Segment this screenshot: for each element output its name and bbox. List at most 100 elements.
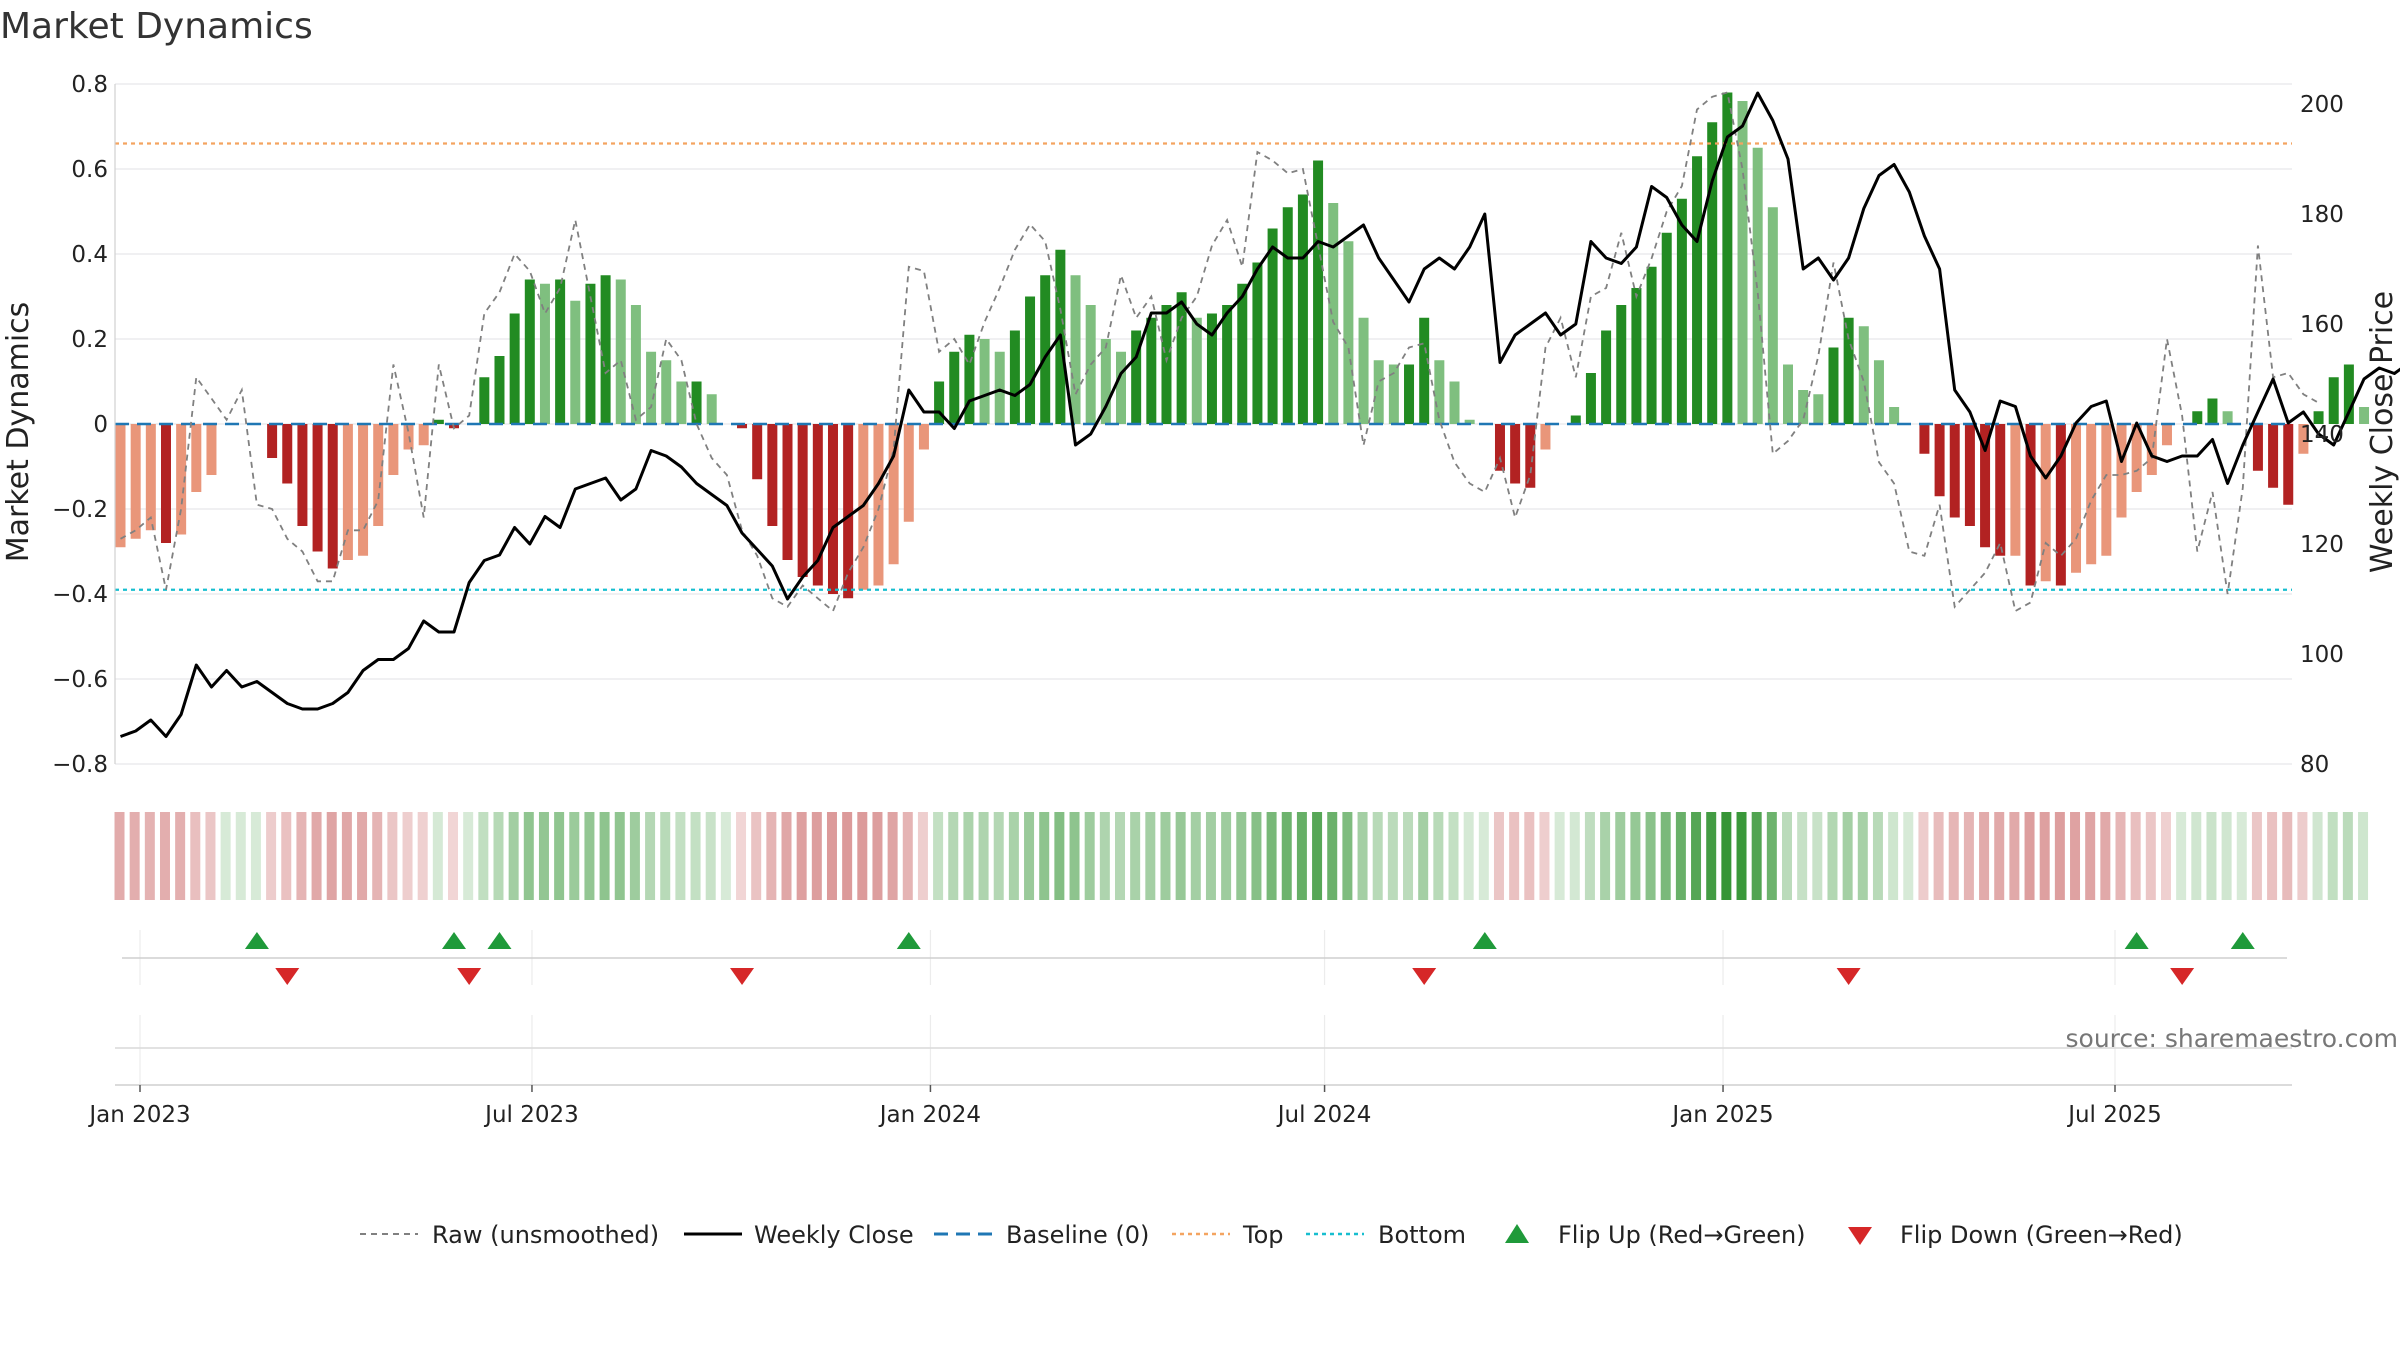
heat-cell [1296, 812, 1307, 900]
heat-cell [1857, 812, 1868, 900]
dynamics-bar [115, 424, 126, 548]
dynamics-bar [2328, 377, 2339, 424]
dynamics-bar [1646, 266, 1657, 424]
flip-up-marker [896, 932, 921, 949]
heat-cell [1251, 812, 1262, 900]
heat-cell [493, 812, 504, 900]
dynamics-bar [782, 424, 793, 560]
dynamics-bar [418, 424, 429, 446]
heat-cell [523, 812, 534, 900]
dynamics-bar [827, 424, 838, 594]
source-note: source: sharemaestro.com [2066, 1024, 2399, 1053]
heat-cell [1675, 812, 1686, 900]
heat-cell [1342, 812, 1353, 900]
dynamics-bar [1767, 207, 1778, 424]
heat-cell [796, 812, 807, 900]
heat-cell [2145, 812, 2156, 900]
heat-cell [781, 812, 792, 900]
y-tick-label: 0.4 [71, 242, 108, 268]
dynamics-bar [327, 424, 338, 569]
heat-cell [751, 812, 762, 900]
dynamics-bar [1146, 317, 1157, 424]
dynamics-bar [1025, 296, 1036, 424]
dynamics-bar [1661, 232, 1672, 424]
dynamics-bar [1237, 283, 1248, 424]
dynamics-bar [630, 305, 641, 424]
dynamics-bar [130, 424, 141, 539]
heat-cell [1130, 812, 1141, 900]
dynamics-bar [1222, 305, 1233, 424]
heat-cell [266, 812, 277, 900]
dynamics-bar [191, 424, 202, 492]
dynamics-bar [1782, 364, 1793, 424]
main-panel: −0.8 −0.6 −0.4 −0.2 0 0.2 0.4 0.6 0.8 80 100 120 14… [1, 72, 2400, 778]
dynamics-bar [2116, 424, 2127, 518]
y-tick-label: −0.2 [52, 497, 108, 523]
dynamics-bar [1980, 424, 1991, 548]
heat-cell [1963, 812, 1974, 900]
dynamics-bar [903, 424, 914, 522]
heat-cell [766, 812, 777, 900]
dynamics-bar [479, 377, 490, 424]
dynamics-bar [1601, 330, 1612, 424]
heat-cell [1827, 812, 1838, 900]
y2-tick-label: 200 [2300, 92, 2344, 118]
heat-cell [159, 812, 170, 900]
dynamics-bar [1873, 360, 1884, 424]
heat-cell [1312, 812, 1323, 900]
heat-cell [1099, 812, 1110, 900]
heat-cell [1812, 812, 1823, 900]
dynamics-bar [176, 424, 187, 535]
dynamics-bar [918, 424, 929, 450]
heat-cell [1069, 812, 1080, 900]
heat-cell [357, 812, 368, 900]
dynamics-bar [1419, 317, 1430, 424]
heat-cell [2327, 812, 2338, 900]
heat-cell [2160, 812, 2171, 900]
heat-cell [1979, 812, 1990, 900]
heat-cell [1706, 812, 1717, 900]
x-tick-label: Jul 2023 [483, 1102, 579, 1128]
heat-cell [417, 812, 428, 900]
dynamics-bar [1040, 275, 1051, 424]
heat-cell [2206, 812, 2217, 900]
dynamics-bar [1373, 360, 1384, 424]
heat-cell [842, 812, 853, 900]
dynamics-bar [1191, 317, 1202, 424]
heat-cell [1205, 812, 1216, 900]
heat-cell [2342, 812, 2353, 900]
weekly-close-line [119, 91, 2400, 738]
heat-cell [448, 812, 459, 900]
heat-cell [1418, 812, 1429, 900]
heat-cell [1024, 812, 1035, 900]
dynamics-bar [1919, 424, 1930, 454]
dynamics-bar [312, 424, 323, 552]
heat-cell [1433, 812, 1444, 900]
dynamics-bar [433, 419, 444, 424]
dynamics-bar [2192, 411, 2203, 424]
dynamics-bar [2161, 424, 2172, 446]
heat-cell [1190, 812, 1201, 900]
heat-cell [1160, 812, 1171, 900]
dynamics-bar [494, 356, 505, 424]
dynamics-bar [160, 424, 171, 543]
heat-cell [629, 812, 640, 900]
legend-bottom-label: Bottom [1378, 1221, 1466, 1249]
heat-cell [948, 812, 959, 900]
heat-cell [2191, 812, 2202, 900]
dynamics-bar [1494, 424, 1505, 471]
chart-title: Market Dynamics [0, 6, 313, 47]
dynamics-bar [373, 424, 384, 526]
dynamics-bar [2252, 424, 2263, 471]
dynamics-bar [1707, 122, 1718, 424]
dynamics-bar [2010, 424, 2021, 556]
heat-cell [2236, 812, 2247, 900]
heat-cell [114, 812, 125, 900]
heat-cell [144, 812, 155, 900]
dynamics-bar [1813, 394, 1824, 424]
dynamics-bar [524, 279, 535, 424]
dynamics-bar [1328, 203, 1339, 424]
heat-cell [645, 812, 656, 900]
dynamics-bar [964, 334, 975, 424]
heat-cell [1903, 812, 1914, 900]
